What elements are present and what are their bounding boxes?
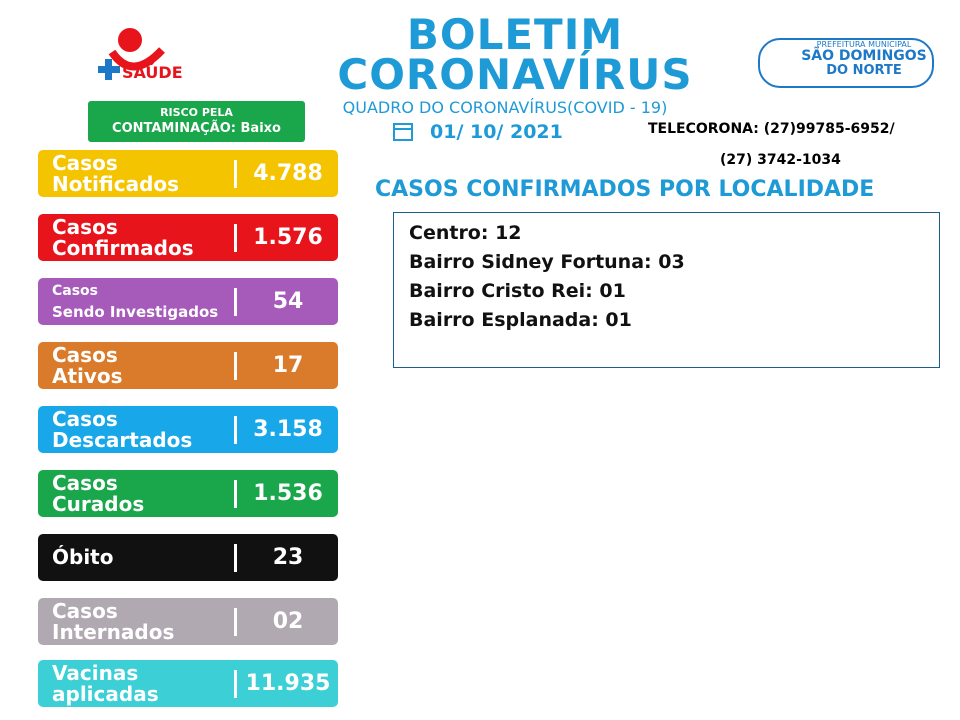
- stat-box: Casos Ativos 17: [38, 342, 338, 389]
- separator: [234, 608, 237, 636]
- stat-label: Casos Sendo Investigados: [52, 278, 218, 325]
- logo-prefeitura: PREFEITURA MUNICIPAL SÃO DOMINGOS DO NOR…: [758, 38, 934, 88]
- stat-label: Casos Descartados: [52, 406, 192, 453]
- separator: [234, 224, 237, 252]
- date: 01/ 10/ 2021: [430, 121, 563, 143]
- stat-label: Casos Internados: [52, 598, 174, 645]
- calendar-icon: [393, 123, 413, 141]
- stat-label-line: Casos: [52, 598, 118, 623]
- stat-label-line: Casos: [52, 150, 118, 175]
- stat-label: Casos Curados: [52, 470, 144, 517]
- locality-title: CASOS CONFIRMADOS POR LOCALIDADE: [375, 177, 875, 202]
- separator: [234, 416, 237, 444]
- stat-value: 1.536: [253, 481, 323, 506]
- stat-value: 02: [272, 609, 304, 634]
- separator: [234, 288, 237, 316]
- stat-label: Casos Notificados: [52, 150, 179, 197]
- stat-label-line: Casos: [52, 214, 118, 239]
- stat-value: 54: [272, 289, 304, 314]
- stat-box: Casos Confirmados 1.576: [38, 214, 338, 261]
- stat-label-line: Internados: [52, 619, 175, 644]
- stat-label: Casos Confirmados: [52, 214, 194, 261]
- separator: [234, 544, 237, 572]
- locality-item: Centro: 12: [409, 222, 522, 244]
- logo-saude: SAÚDE: [98, 28, 183, 82]
- locality-item: Bairro Esplanada: 01: [409, 309, 632, 331]
- stat-label: Vacinas aplicadas: [52, 660, 159, 707]
- stat-label-line: Notificados: [52, 171, 180, 196]
- subtitle: QUADRO DO CORONAVÍRUS(COVID - 19): [342, 98, 668, 117]
- stat-box: Casos Descartados 3.158: [38, 406, 338, 453]
- risk-line1: RISCO PELA: [160, 106, 233, 119]
- stat-label-line: Casos: [52, 282, 99, 299]
- stat-label-line: Sendo Investigados: [52, 302, 219, 321]
- stat-label-line: Curados: [52, 491, 145, 516]
- separator: [234, 670, 237, 698]
- stat-label: Óbito: [52, 534, 113, 581]
- risk-line2: CONTAMINAÇÃO: Baixo: [112, 121, 281, 136]
- stat-box: Vacinas aplicadas 11.935: [38, 660, 338, 707]
- locality-box: Centro: 12 Bairro Sidney Fortuna: 03 Bairr…: [393, 212, 940, 368]
- separator: [234, 352, 237, 380]
- stat-value: 1.576: [253, 225, 323, 250]
- logo-line3: DO NORTE: [826, 63, 902, 78]
- stat-label-line: Confirmados: [52, 235, 194, 260]
- stat-value: 3.158: [253, 417, 323, 442]
- stat-label-line: Casos: [52, 342, 118, 367]
- risk-box: RISCO PELA CONTAMINAÇÃO: Baixo: [88, 101, 305, 142]
- stat-value: 4.788: [253, 161, 323, 186]
- title-line2: CORONAVÍRUS: [337, 50, 693, 99]
- stat-box: Casos Sendo Investigados 54: [38, 278, 338, 325]
- logo-line1: PREFEITURA MUNICIPAL: [816, 40, 912, 49]
- stat-label-line: Vacinas: [52, 660, 139, 685]
- title-line1: BOLETIM: [406, 10, 624, 59]
- logo-text: SAÚDE: [122, 63, 183, 82]
- telecorona-line2: (27) 3742-1034: [720, 152, 841, 168]
- locality-item: Bairro Sidney Fortuna: 03: [409, 251, 685, 273]
- stat-label-line: aplicadas: [52, 681, 159, 706]
- stat-label-line: Óbito: [52, 545, 114, 569]
- stat-label: Casos Ativos: [52, 342, 123, 389]
- stat-label-line: Casos: [52, 406, 118, 431]
- separator: [234, 480, 237, 508]
- stat-box: Casos Curados 1.536: [38, 470, 338, 517]
- separator: [234, 160, 237, 188]
- stat-label-line: Descartados: [52, 427, 193, 452]
- stat-value: 17: [272, 353, 304, 378]
- telecorona-line1: TELECORONA: (27)99785-6952/: [648, 121, 895, 137]
- stat-label-line: Ativos: [52, 363, 123, 388]
- stat-box: Casos Internados 02: [38, 598, 338, 645]
- locality-item: Bairro Cristo Rei: 01: [409, 280, 626, 302]
- stat-label-line: Casos: [52, 470, 118, 495]
- stat-value: 11.935: [245, 671, 331, 696]
- stat-value: 23: [272, 545, 304, 570]
- logo-line2: SÃO DOMINGOS: [801, 48, 927, 64]
- stat-box: Casos Notificados 4.788: [38, 150, 338, 197]
- stat-box: Óbito 23: [38, 534, 338, 581]
